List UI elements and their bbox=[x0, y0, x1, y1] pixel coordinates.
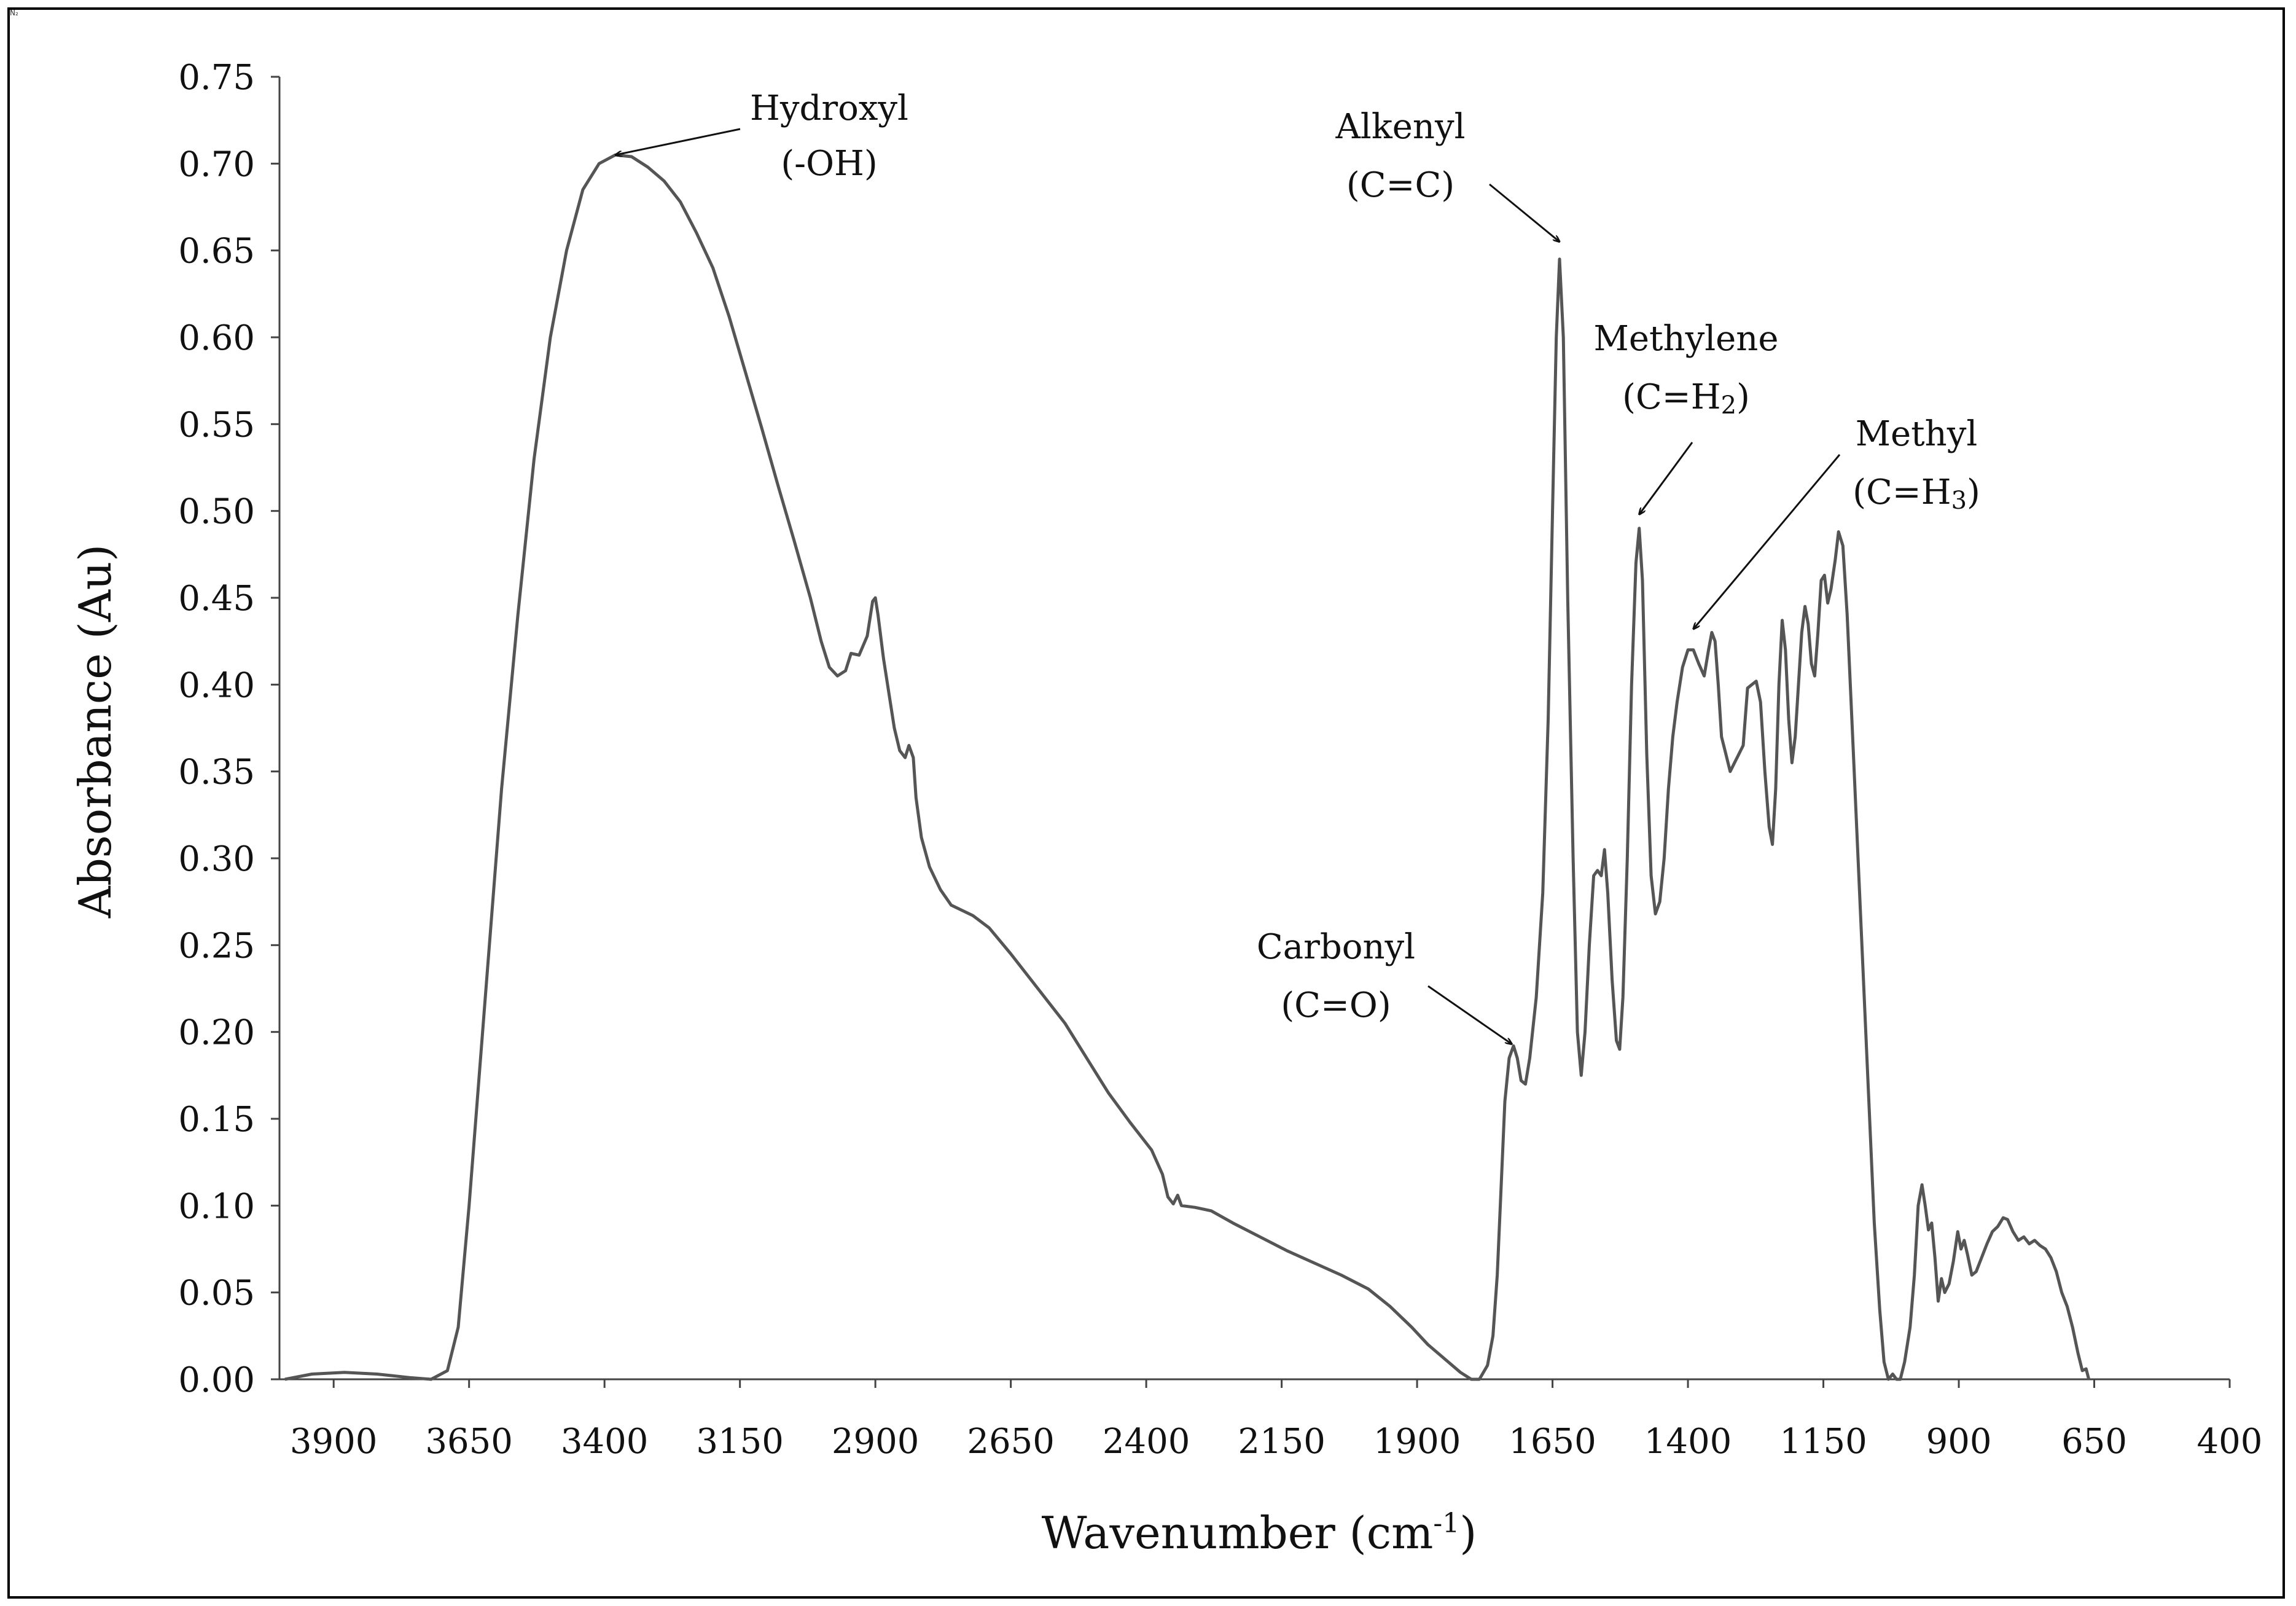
y-tick-label: 0.75 bbox=[178, 58, 255, 98]
y-tick-label: 0.55 bbox=[178, 405, 255, 445]
annotation-formula: (-OH) bbox=[781, 144, 877, 184]
x-tick-label: 2150 bbox=[1238, 1422, 1326, 1462]
x-tick-label: 650 bbox=[2061, 1422, 2127, 1462]
y-tick-label: 0.70 bbox=[178, 144, 255, 184]
x-tick-label: 2650 bbox=[967, 1422, 1055, 1462]
y-axis-title: Absorbance (Au) bbox=[69, 544, 121, 919]
x-tick-label: 900 bbox=[1926, 1422, 1992, 1462]
x-tick-label: 3400 bbox=[561, 1422, 649, 1462]
annotation-methyl: Methyl (C=H3) bbox=[1693, 414, 1980, 629]
annotation-hydroxyl: Hydroxyl (-OH) bbox=[615, 88, 908, 184]
annotation-label: Methyl bbox=[1856, 414, 1978, 454]
y-tick-label: 0.35 bbox=[178, 753, 255, 793]
annotation-formula: (C=O) bbox=[1281, 985, 1391, 1025]
y-tick-label: 0.20 bbox=[178, 1013, 255, 1053]
annotation-methylene: Methylene (C=H2) bbox=[1594, 319, 1779, 514]
spectrum-line bbox=[284, 153, 2091, 1381]
x-tick-label: 400 bbox=[2197, 1422, 2263, 1462]
annotation-arrow bbox=[1427, 985, 1512, 1044]
annotation-arrow bbox=[1693, 454, 1841, 629]
annotation-arrow bbox=[1489, 183, 1560, 242]
y-tick-label: 0.30 bbox=[178, 839, 255, 879]
y-tick-label: 0.05 bbox=[178, 1274, 255, 1314]
y-tick-labels: 0.00 0.05 0.10 0.15 0.20 0.25 0.30 0.35 0.40 0.45… bbox=[178, 58, 279, 1400]
y-tick-label: 0.45 bbox=[178, 579, 255, 619]
x-tick-label: 3900 bbox=[290, 1422, 378, 1462]
y-tick-label: 0.25 bbox=[178, 926, 255, 966]
x-tick-label: 1150 bbox=[1779, 1422, 1867, 1462]
annotation-arrow bbox=[1639, 442, 1693, 514]
y-tick-label: 0.60 bbox=[178, 318, 255, 358]
x-tick-label: 2900 bbox=[832, 1422, 920, 1462]
annotation-label: Methylene bbox=[1594, 319, 1779, 359]
x-axis-title: Wavenumber (cm-1) bbox=[1042, 1507, 1477, 1559]
annotation-label: Hydroxyl bbox=[750, 88, 908, 128]
x-tick-label: 3650 bbox=[425, 1422, 513, 1462]
y-tick-label: 0.10 bbox=[178, 1186, 255, 1226]
annotation-label: Alkenyl bbox=[1335, 107, 1465, 147]
x-tick-label: 1900 bbox=[1373, 1422, 1461, 1462]
x-tick-label: 2400 bbox=[1103, 1422, 1190, 1462]
x-tick-label: 3150 bbox=[696, 1422, 784, 1462]
corner-mark: N₂ bbox=[10, 9, 18, 17]
figure-frame bbox=[7, 7, 2285, 1599]
annotation-formula: (C=C) bbox=[1346, 165, 1455, 205]
y-tick-label: 0.50 bbox=[178, 492, 255, 532]
y-tick-label: 0.00 bbox=[178, 1360, 255, 1400]
axes bbox=[278, 77, 2230, 1381]
annotation-formula: (C=H2) bbox=[1622, 377, 1750, 420]
annotation-formula: (C=H3) bbox=[1853, 472, 1980, 515]
y-tick-label: 0.15 bbox=[178, 1100, 255, 1140]
annotation-alkenyl: Alkenyl (C=C) bbox=[1335, 107, 1560, 242]
annotation-arrow bbox=[615, 128, 741, 155]
annotation-label: Carbonyl bbox=[1257, 927, 1415, 967]
y-tick-label: 0.40 bbox=[178, 665, 255, 705]
annotations: Hydroxyl (-OH) Alkenyl (C=C) Methylene (C=H2)… bbox=[615, 88, 1980, 1044]
x-tick-labels: 3900 3650 3400 3150 2900 2650 2400 2150 1900 1650… bbox=[290, 1379, 2263, 1462]
y-tick-label: 0.65 bbox=[178, 232, 255, 272]
x-tick-label: 1650 bbox=[1509, 1422, 1596, 1462]
annotation-carbonyl: Carbonyl (C=O) bbox=[1257, 927, 1512, 1044]
x-tick-label: 1400 bbox=[1644, 1422, 1732, 1462]
